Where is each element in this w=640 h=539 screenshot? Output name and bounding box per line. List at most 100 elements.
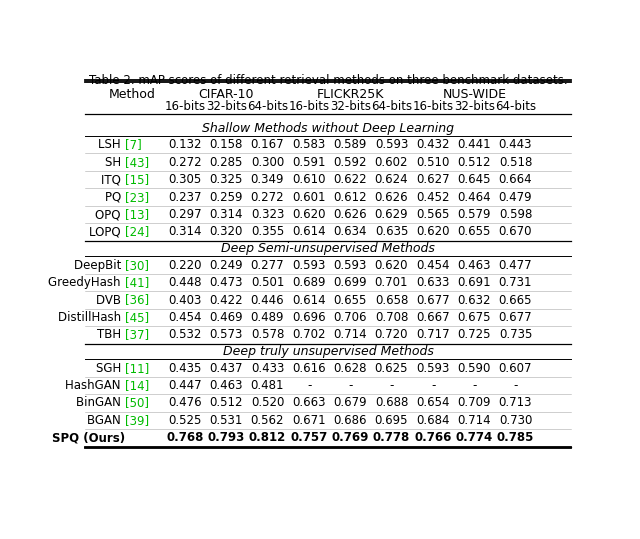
Text: DeepBit: DeepBit [74, 259, 125, 272]
Text: SGH: SGH [95, 362, 125, 375]
Text: [23]: [23] [125, 191, 149, 204]
Text: Method: Method [109, 88, 156, 101]
Text: 0.602: 0.602 [375, 156, 408, 169]
Text: 0.634: 0.634 [333, 225, 367, 238]
Text: 64-bits: 64-bits [371, 100, 412, 113]
Text: 0.314: 0.314 [168, 225, 202, 238]
Text: [15]: [15] [125, 173, 149, 186]
Text: 0.476: 0.476 [168, 396, 202, 410]
Text: 0.691: 0.691 [458, 276, 491, 289]
Text: 0.626: 0.626 [374, 191, 408, 204]
Text: [43]: [43] [125, 156, 149, 169]
Text: 0.626: 0.626 [333, 208, 367, 221]
Text: [36]: [36] [125, 294, 149, 307]
Text: 0.610: 0.610 [292, 173, 326, 186]
Text: 0.477: 0.477 [499, 259, 532, 272]
Text: 0.607: 0.607 [499, 362, 532, 375]
Text: 0.579: 0.579 [458, 208, 491, 221]
Text: 0.778: 0.778 [373, 431, 410, 444]
Text: 0.635: 0.635 [375, 225, 408, 238]
Text: 0.531: 0.531 [210, 414, 243, 427]
Text: 0.593: 0.593 [292, 259, 326, 272]
Text: 0.622: 0.622 [333, 173, 367, 186]
Text: PQ: PQ [105, 191, 125, 204]
Text: 0.437: 0.437 [209, 362, 243, 375]
Text: 0.249: 0.249 [209, 259, 243, 272]
Text: 0.713: 0.713 [499, 396, 532, 410]
Text: 0.305: 0.305 [168, 173, 202, 186]
Text: CIFAR-10: CIFAR-10 [198, 88, 254, 101]
Text: 0.645: 0.645 [458, 173, 491, 186]
Text: SH: SH [105, 156, 125, 169]
Text: 0.473: 0.473 [209, 276, 243, 289]
Text: 0.658: 0.658 [375, 294, 408, 307]
Text: 0.670: 0.670 [499, 225, 532, 238]
Text: 0.433: 0.433 [251, 362, 284, 375]
Text: 0.667: 0.667 [417, 311, 450, 324]
Text: 64-bits: 64-bits [495, 100, 536, 113]
Text: 0.730: 0.730 [499, 414, 532, 427]
Text: Deep truly unsupervised Methods: Deep truly unsupervised Methods [223, 345, 433, 358]
Text: 64-bits: 64-bits [247, 100, 288, 113]
Text: 0.573: 0.573 [210, 328, 243, 341]
Text: 0.709: 0.709 [458, 396, 491, 410]
Text: [24]: [24] [125, 225, 149, 238]
Text: 0.132: 0.132 [168, 139, 202, 151]
Text: LOPQ: LOPQ [89, 225, 125, 238]
Text: 0.812: 0.812 [249, 431, 286, 444]
Text: 0.785: 0.785 [497, 431, 534, 444]
Text: 0.578: 0.578 [251, 328, 284, 341]
Text: 0.532: 0.532 [168, 328, 202, 341]
Text: 0.627: 0.627 [417, 173, 450, 186]
Text: 0.593: 0.593 [333, 259, 367, 272]
Text: 0.237: 0.237 [168, 191, 202, 204]
Text: TBH: TBH [97, 328, 125, 341]
Text: 0.731: 0.731 [499, 276, 532, 289]
Text: 0.259: 0.259 [209, 191, 243, 204]
Text: 0.454: 0.454 [168, 311, 202, 324]
Text: 0.717: 0.717 [417, 328, 450, 341]
Text: [7]: [7] [125, 139, 142, 151]
Text: 0.403: 0.403 [168, 294, 202, 307]
Text: 0.684: 0.684 [417, 414, 450, 427]
Text: 0.525: 0.525 [168, 414, 202, 427]
Text: SPQ (Ours): SPQ (Ours) [51, 431, 125, 444]
Text: 0.671: 0.671 [292, 414, 326, 427]
Text: 0.766: 0.766 [415, 431, 452, 444]
Text: 0.520: 0.520 [251, 396, 284, 410]
Text: 0.448: 0.448 [168, 276, 202, 289]
Text: NUS-WIDE: NUS-WIDE [442, 88, 506, 101]
Text: 0.628: 0.628 [333, 362, 367, 375]
Text: [14]: [14] [125, 379, 149, 392]
Text: 0.435: 0.435 [168, 362, 202, 375]
Text: 0.620: 0.620 [375, 259, 408, 272]
Text: 0.422: 0.422 [209, 294, 243, 307]
Text: 0.323: 0.323 [251, 208, 284, 221]
Text: 0.616: 0.616 [292, 362, 326, 375]
Text: 0.695: 0.695 [375, 414, 408, 427]
Text: 0.774: 0.774 [456, 431, 493, 444]
Text: 0.663: 0.663 [292, 396, 326, 410]
Text: DistillHash: DistillHash [58, 311, 125, 324]
Text: 32-bits: 32-bits [206, 100, 247, 113]
Text: [37]: [37] [125, 328, 149, 341]
Text: 0.706: 0.706 [333, 311, 367, 324]
Text: [50]: [50] [125, 396, 149, 410]
Text: [11]: [11] [125, 362, 149, 375]
Text: 0.679: 0.679 [333, 396, 367, 410]
Text: 0.655: 0.655 [458, 225, 491, 238]
Text: 0.443: 0.443 [499, 139, 532, 151]
Text: 0.688: 0.688 [375, 396, 408, 410]
Text: ITQ: ITQ [101, 173, 125, 186]
Text: 0.632: 0.632 [458, 294, 491, 307]
Text: 0.601: 0.601 [292, 191, 326, 204]
Text: 0.272: 0.272 [251, 191, 284, 204]
Text: 16-bits: 16-bits [413, 100, 454, 113]
Text: HashGAN: HashGAN [65, 379, 125, 392]
Text: Shallow Methods without Deep Learning: Shallow Methods without Deep Learning [202, 122, 454, 135]
Text: FLICKR25K: FLICKR25K [317, 88, 384, 101]
Text: 0.277: 0.277 [251, 259, 284, 272]
Text: -: - [348, 379, 353, 392]
Text: 0.355: 0.355 [251, 225, 284, 238]
Text: 0.452: 0.452 [417, 191, 450, 204]
